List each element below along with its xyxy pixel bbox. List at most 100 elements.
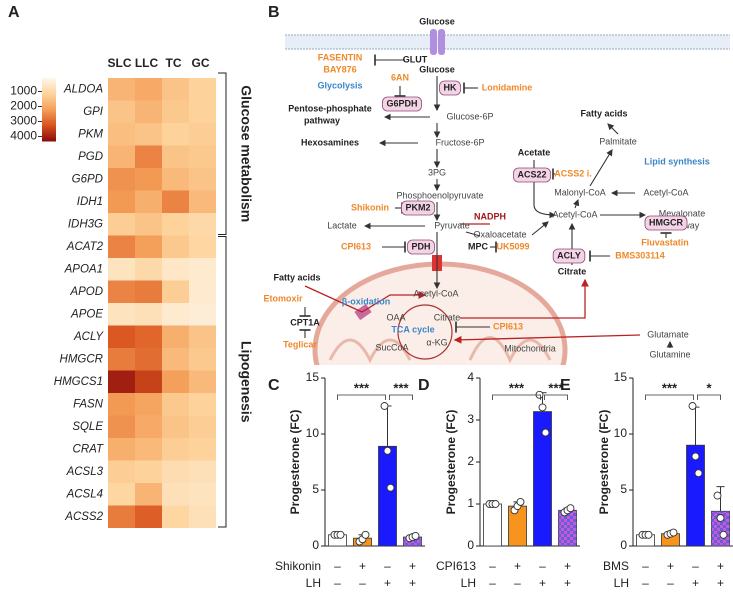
heatmap-cell	[108, 303, 135, 326]
heatmap-cell	[108, 415, 135, 438]
row-label: IDH1	[77, 196, 103, 208]
y-axis-label: Progesterone (FC)	[597, 410, 611, 515]
condition-sign: –	[359, 576, 366, 590]
heatmap-cell	[108, 123, 135, 146]
colorbar-segment	[42, 96, 56, 100]
diagram-label: PDH	[411, 241, 430, 251]
heatmap-cell	[189, 303, 216, 326]
significance-label: ***	[393, 380, 409, 395]
enzyme-box	[513, 167, 551, 183]
diagram-label: 3PG	[428, 167, 446, 177]
y-tick-label: 2	[467, 454, 474, 468]
significance-bracket	[389, 394, 413, 400]
heatmap-cell	[108, 258, 135, 281]
condition-sign: +	[514, 559, 521, 573]
panel-label: B	[268, 4, 280, 21]
row-label: G6PD	[72, 173, 103, 185]
heatmap-cell	[189, 415, 216, 438]
diagram-label: CPI613	[341, 241, 371, 251]
diagram-label: Mevalonate	[659, 208, 706, 218]
condition-sign: +	[564, 559, 571, 573]
row-label: HMGCS1	[54, 376, 103, 388]
row-label: ALDOA	[63, 83, 103, 95]
heatmap-cell	[108, 438, 135, 461]
heatmap-cell	[135, 483, 162, 506]
enzyme-box	[407, 239, 435, 255]
row-label: FASN	[73, 398, 104, 410]
diagram-label: Malonyl-CoA	[554, 187, 606, 197]
colorbar-segment	[42, 124, 56, 127]
diagram-label: CPT1A	[290, 317, 320, 327]
row-label: CRAT	[73, 443, 104, 455]
heatmap-cell	[189, 460, 216, 483]
colorbar-segment	[42, 138, 56, 142]
diagram-label: Fatty acids	[273, 272, 320, 282]
colorbar-segment	[42, 109, 56, 113]
heatmap-cell	[162, 235, 189, 258]
diagram-label: PKM2	[405, 202, 430, 212]
heatmap-cell	[135, 460, 162, 483]
diagram-label: Pyruvate	[434, 220, 470, 230]
heatmap-cell	[162, 348, 189, 371]
heatmap-cell	[162, 145, 189, 168]
data-point	[336, 530, 345, 539]
heatmap-cell	[189, 168, 216, 191]
y-tick-label: 5	[312, 482, 319, 496]
column-label: SLC	[108, 56, 132, 70]
heatmap-cell	[135, 213, 162, 236]
heatmap-cell	[162, 438, 189, 461]
condition-sign: +	[409, 576, 416, 590]
colorbar-segment	[42, 132, 56, 136]
row-label: SQLE	[72, 421, 103, 433]
colorbar-segment	[42, 111, 56, 115]
heatmap-cell	[162, 393, 189, 416]
significance-label: ***	[354, 380, 370, 395]
diagram-label: 6AN	[391, 72, 409, 82]
colorbar-segment	[42, 107, 56, 110]
row-label: PGD	[78, 151, 103, 163]
data-point	[713, 491, 722, 500]
heatmap-cell	[108, 348, 135, 371]
row-label: ACLY	[73, 331, 104, 343]
data-point	[538, 403, 547, 412]
diagram-label: HK	[444, 82, 457, 92]
heatmap-cell	[162, 483, 189, 506]
diagram-label: Lonidamine	[482, 82, 533, 92]
diagram-label: BMS303114	[615, 250, 665, 260]
group-label: Glucose metabolism	[238, 85, 254, 222]
condition-sign: –	[667, 576, 674, 590]
heatmap-cell	[162, 370, 189, 393]
tca-cycle	[397, 304, 453, 360]
membrane	[285, 35, 730, 49]
heatmap-cell	[108, 100, 135, 123]
heatmap-cell	[108, 168, 135, 191]
condition-sign: +	[359, 559, 366, 573]
diagram-label: Glycolysis	[317, 80, 362, 90]
heatmap-cell	[135, 280, 162, 303]
colorbar-segment	[42, 115, 56, 119]
row-label: ACSL4	[66, 488, 103, 500]
group-bracket	[218, 72, 227, 235]
condition-name: LH	[461, 576, 476, 590]
heatmap-cell	[189, 213, 216, 236]
condition-sign: –	[489, 576, 496, 590]
heatmap-cell	[162, 325, 189, 348]
heatmap-cell	[108, 505, 135, 528]
data-point	[386, 483, 395, 492]
heatmap-cell	[108, 483, 135, 506]
condition-sign: +	[692, 576, 699, 590]
significance-bracket	[337, 394, 386, 400]
colorbar-segment	[42, 105, 56, 108]
heatmap-cell	[108, 78, 135, 101]
colorbar-segment	[42, 99, 56, 102]
colorbar-tick-label: 2000	[10, 99, 37, 113]
heatmap-cell	[189, 393, 216, 416]
heatmap-cell	[135, 100, 162, 123]
colorbar-segment	[42, 84, 56, 87]
condition-sign: –	[384, 559, 391, 573]
heatmap-cell	[135, 145, 162, 168]
diagram-label: GLUT	[403, 54, 428, 64]
heatmap-cell	[135, 258, 162, 281]
data-point	[380, 402, 389, 410]
colorbar-tick-label: 1000	[10, 84, 37, 98]
